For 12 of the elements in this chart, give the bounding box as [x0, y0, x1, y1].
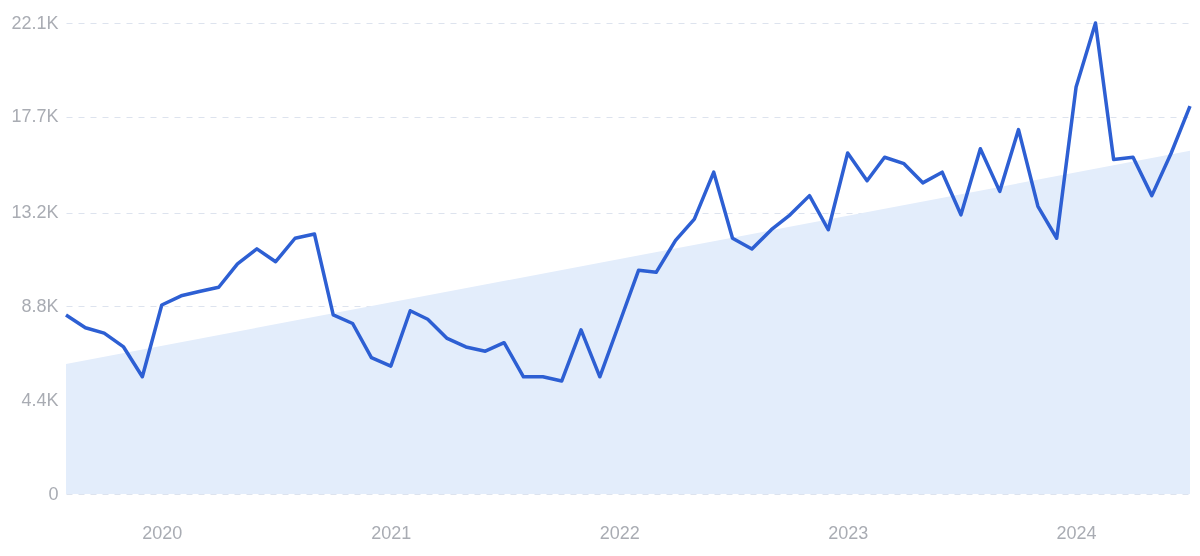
y-tick-label: 17.7K: [11, 106, 59, 127]
y-tick-label: 0: [48, 483, 59, 504]
y-tick-label: 22.1K: [11, 12, 59, 33]
x-tick-label: 2022: [599, 522, 640, 543]
x-tick-label: 2023: [828, 522, 869, 543]
x-tick-label: 2021: [371, 522, 412, 543]
x-tick-label: 2020: [142, 522, 183, 543]
y-tick-label: 8.8K: [21, 295, 59, 316]
line-series: [64, 21, 1192, 383]
y-tick-label: 4.4K: [21, 389, 59, 410]
x-tick-label: 2024: [1056, 522, 1097, 543]
y-tick-label: 13.2K: [11, 202, 59, 223]
